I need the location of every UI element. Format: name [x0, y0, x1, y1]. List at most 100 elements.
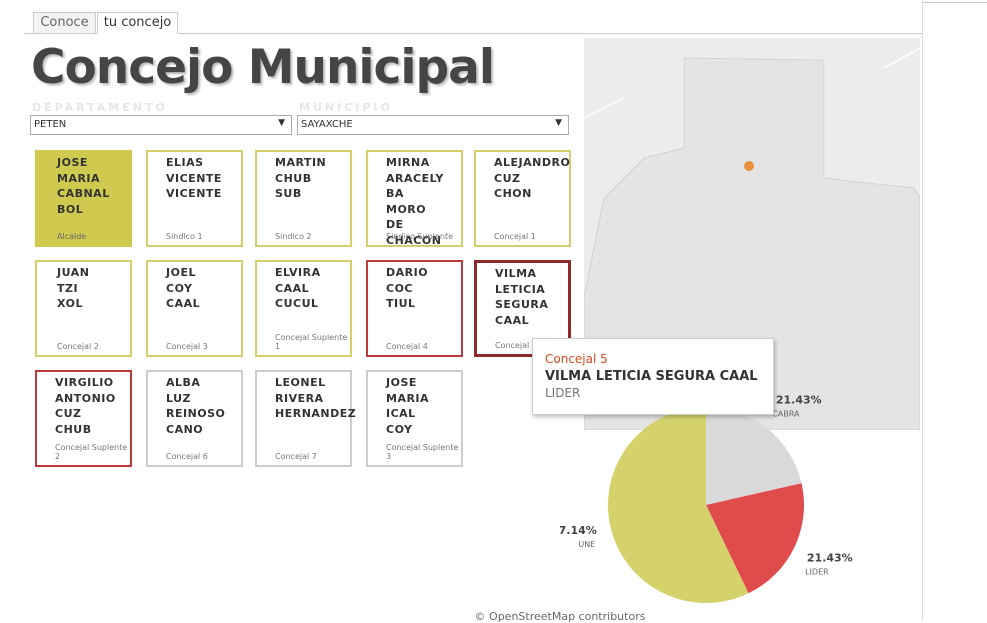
member-name-line: CHON — [494, 187, 532, 201]
council-card[interactable]: MIRNA ARACELY BA MORO DE CHACON Sindico Suple… — [366, 150, 463, 247]
map-marker[interactable] — [744, 161, 754, 171]
member-name-line: ALEJANDRO — [494, 156, 571, 169]
member-name-line: MARIA — [57, 171, 101, 185]
member-role: Alcalde — [57, 232, 87, 241]
member-name-line: LUZ — [166, 391, 192, 405]
member-name-line: LETICIA — [495, 282, 546, 296]
council-card[interactable]: LEONEL RIVERA HERNANDEZ Concejal 7 — [255, 370, 356, 467]
member-name-line: ALBA — [166, 376, 201, 389]
pie-value-label: 21.43% — [807, 551, 853, 564]
member-name-line: COY — [166, 281, 193, 295]
council-card[interactable]: DARIO COC TIUL Concejal 4 — [366, 260, 463, 357]
member-name-line: MORO — [386, 202, 427, 216]
map-region — [584, 57, 920, 430]
tooltip: Concejal 5 VILMA LETICIA SEGURA CAAL LID… — [532, 338, 774, 415]
member-name-line: RIVERA — [275, 391, 324, 405]
member-name-line: ANTONIO — [55, 391, 116, 405]
filter-label: MUNICIPIO — [299, 101, 393, 114]
member-name-line: VIRGILIO — [55, 376, 114, 389]
pie-value-label: 21.43% — [776, 393, 822, 406]
member-name-line: TZI — [57, 281, 79, 295]
member-name-line: JOEL — [166, 266, 196, 279]
council-card[interactable]: JOEL COY CAAL Concejal 3 — [146, 260, 243, 357]
member-name-line: MARTIN — [275, 156, 327, 169]
council-card[interactable]: ELVIRA CAAL CUCUL Concejal Suplente 1 — [255, 260, 352, 357]
council-card[interactable]: VIRGILIO ANTONIO CUZ CHUB Concejal Suplente … — [35, 370, 132, 467]
pie-category-label: CABRA — [772, 409, 800, 418]
dropdown-value: SAYAXCHE — [301, 119, 353, 130]
council-card[interactable]: VILMA LETICIA SEGURA CAAL Concejal 5 — [474, 260, 571, 357]
member-role: Sindico 1 — [166, 232, 203, 241]
member-name-line: CAAL — [495, 313, 530, 327]
member-name-line: CHUB — [275, 171, 312, 185]
member-name-line: BOL — [57, 202, 84, 216]
title: Concejo Municipal — [31, 40, 495, 95]
council-card[interactable]: ALBA LUZ REINOSO CANO Concejal 6 — [146, 370, 243, 467]
member-name-line: VICENTE — [166, 171, 222, 185]
member-name-line: VICENTE — [166, 187, 222, 201]
pie-value-label: 57.14% — [560, 524, 597, 537]
member-name-line: SEGURA — [495, 298, 549, 312]
pie-category-label: LIDER — [805, 567, 829, 576]
member-role: Concejal 3 — [166, 342, 208, 351]
member-role: Concejal 5 — [495, 341, 537, 350]
map-shapes — [584, 47, 920, 430]
member-name-line: XOL — [57, 297, 83, 311]
pie-chart: 21.43% CABRA 21.43% LIDER 57.14% UNE — [560, 393, 853, 603]
member-name-line: JOSE — [57, 156, 88, 169]
member-name-line: MIRNA — [386, 156, 430, 169]
dropdown-value: PETEN — [34, 119, 67, 130]
member-role: Sindico Suplente — [386, 232, 454, 241]
member-name-line: ICAL — [386, 407, 416, 421]
council-card[interactable]: JOSE MARIA ICAL COY Concejal Suplente 3 — [366, 370, 463, 467]
member-name-line: COC — [386, 281, 413, 295]
member-role: Concejal 4 — [386, 342, 428, 351]
tooltip-party: LIDER — [545, 386, 581, 400]
council-card[interactable]: ELIAS VICENTE VICENTE Sindico 1 — [146, 150, 243, 247]
dropdown-arrow: ▼ — [555, 118, 562, 128]
member-role: Concejal Suplente 1 — [275, 333, 348, 351]
member-name-line: COY — [386, 422, 413, 436]
member-role: Concejal 6 — [166, 452, 208, 461]
member-name-line: CHUB — [55, 422, 92, 436]
tab-bar-line — [24, 33, 922, 34]
council-card[interactable]: ALEJANDRO CUZ CHON Concejal 1 — [474, 150, 571, 247]
member-name-line: VILMA — [495, 267, 537, 280]
member-name-line: CUCUL — [275, 297, 319, 311]
member-name-line: CAAL — [275, 281, 310, 295]
member-role: Concejal Suplente 3 — [386, 443, 459, 461]
member-name-line: ARACELY — [386, 171, 444, 185]
member-name-line: CANO — [166, 422, 204, 436]
tooltip-role: Concejal 5 — [545, 352, 608, 366]
member-role: Concejal 1 — [494, 232, 536, 241]
council-card[interactable]: JUAN TZI XOL Concejal 2 — [35, 260, 132, 357]
member-name-line: TIUL — [386, 297, 416, 311]
member-role: Concejal 2 — [57, 342, 99, 351]
council-card[interactable]: JOSE MARIA CABNAL BOL Alcalde — [35, 150, 132, 247]
member-name-line: ELVIRA — [275, 266, 321, 279]
pie-category-label: UNE — [578, 540, 595, 549]
member-role: Concejal Suplente 2 — [55, 443, 128, 461]
member-name-line: MARIA — [386, 391, 430, 405]
dropdown[interactable]: PETEN ▼ — [30, 115, 292, 135]
member-name-line: HERNANDEZ — [275, 407, 357, 421]
dropdown[interactable]: SAYAXCHE ▼ — [297, 115, 569, 135]
filter-label: DEPARTAMENTO — [32, 101, 168, 114]
member-name-line: CUZ — [494, 171, 521, 185]
member-name-line: DE CHACON — [386, 218, 442, 247]
member-name-line: DARIO — [386, 266, 429, 279]
member-name-line: CUZ — [55, 407, 82, 421]
member-name-line: JOSE — [386, 376, 417, 389]
member-name-line: ELIAS — [166, 156, 204, 169]
tab[interactable]: Conoce — [33, 12, 96, 34]
tooltip-name: VILMA LETICIA SEGURA CAAL — [545, 369, 758, 384]
member-name-line: CABNAL — [57, 187, 110, 201]
member-name-line: LEONEL — [275, 376, 326, 389]
member-name-line: BA — [386, 187, 404, 201]
member-name-line: REINOSO — [166, 407, 226, 421]
tab[interactable]: tu concejo — [97, 12, 178, 34]
attribution: © OpenStreetMap contributors — [474, 610, 646, 623]
frame-line — [922, 2, 987, 3]
council-card[interactable]: MARTIN CHUB SUB Sindico 2 — [255, 150, 352, 247]
